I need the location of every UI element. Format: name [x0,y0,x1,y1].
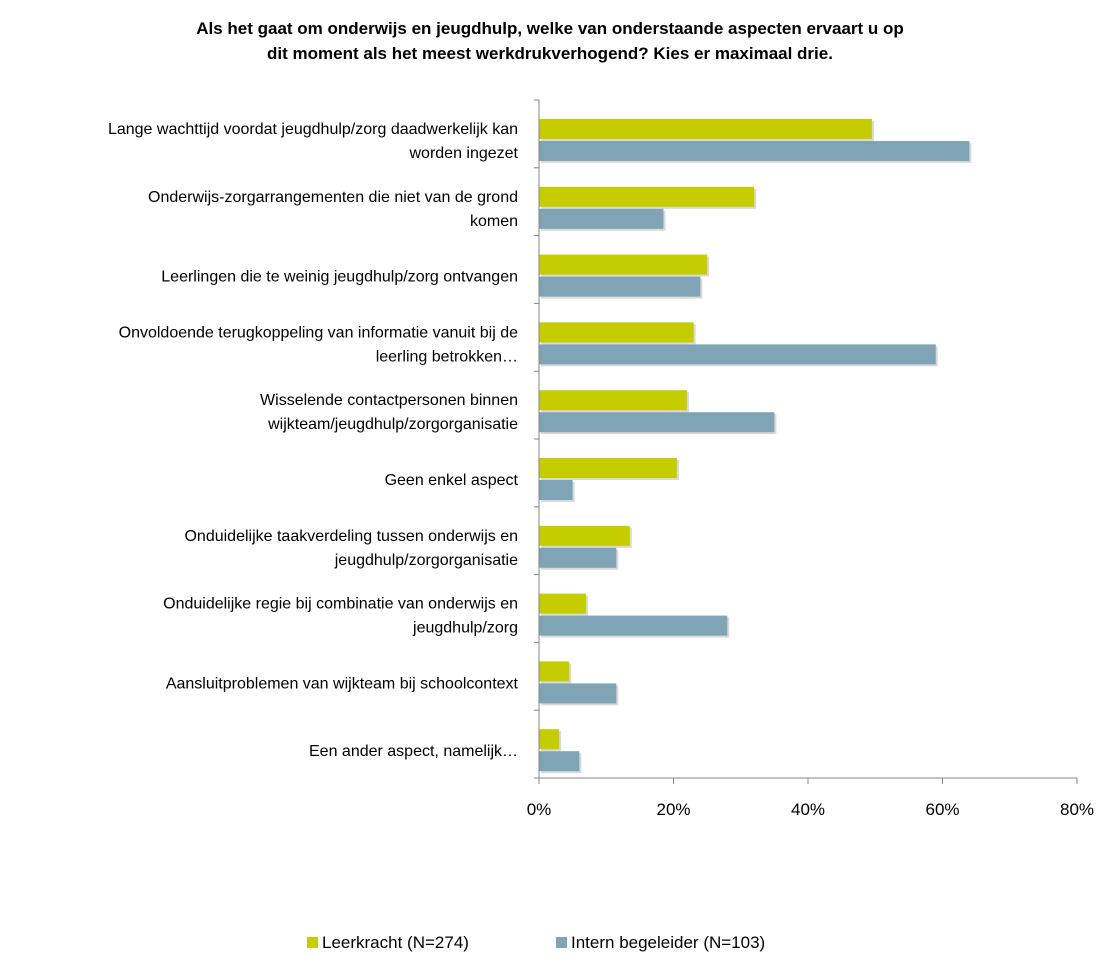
category-labels: Lange wachttijd voordat jeugdhulp/zorg d… [108,121,519,760]
category-label: Geen enkel aspect [385,472,519,489]
x-tick-label: 40% [791,800,825,819]
bar [539,390,687,411]
bar [539,525,630,546]
category-label: Wisselende contactpersonen binnen wijktea… [260,392,518,433]
chart-title-line: dit moment als het meest werkdrukverhoge… [267,44,833,63]
bar [539,322,694,343]
legend-swatch [307,937,318,948]
bar [539,547,617,568]
legend: Leerkracht (N=274) Intern begeleider (N=1… [307,933,765,952]
x-tick-label: 80% [1060,800,1094,819]
category-label: Aansluitproblemen van wijkteam bij schoo… [166,675,519,692]
bar [539,254,708,275]
bar [539,344,936,365]
category-label: Onduidelijke regie bij combinatie van on… [163,596,518,637]
bar [539,593,587,614]
category-label: Onderwijs-zorgarrangementen die niet van… [148,189,518,230]
bar [539,480,573,500]
bar [539,729,560,750]
axes: 0% 20% 40% 60% 80% [527,99,1094,819]
bar [539,661,570,682]
category-label: Leerlingen die te weinig jeugdhulp/zorg … [161,269,518,286]
bars [539,119,972,774]
chart-title-line: Als het gaat om onderwijs en jeugdhulp, … [196,19,904,38]
legend-label: Leerkracht (N=274) [322,933,469,952]
bar [539,458,677,478]
category-label: Een ander aspect, namelijk… [309,743,518,760]
category-label: Onduidelijke taakverdeling tussen onderw… [184,528,518,569]
bar [539,615,728,636]
category-label: Lange wachttijd voordat jeugdhulp/zorg d… [108,121,519,162]
x-tick-label: 20% [656,800,690,819]
x-tick-label: 60% [925,800,959,819]
category-label: Onvoldoende terugkoppeling van informati… [119,324,518,365]
x-tick-label: 0% [527,800,552,819]
bar [539,751,580,772]
legend-label: Intern begeleider (N=103) [571,933,765,952]
bar [539,276,701,297]
legend-swatch [556,937,567,948]
chart-title: Als het gaat om onderwijs en jeugdhulp, … [196,19,904,63]
bar [539,186,755,207]
bar [539,141,970,161]
bar [539,412,775,433]
bar [539,208,664,229]
bar [539,119,872,139]
bar [539,683,617,704]
